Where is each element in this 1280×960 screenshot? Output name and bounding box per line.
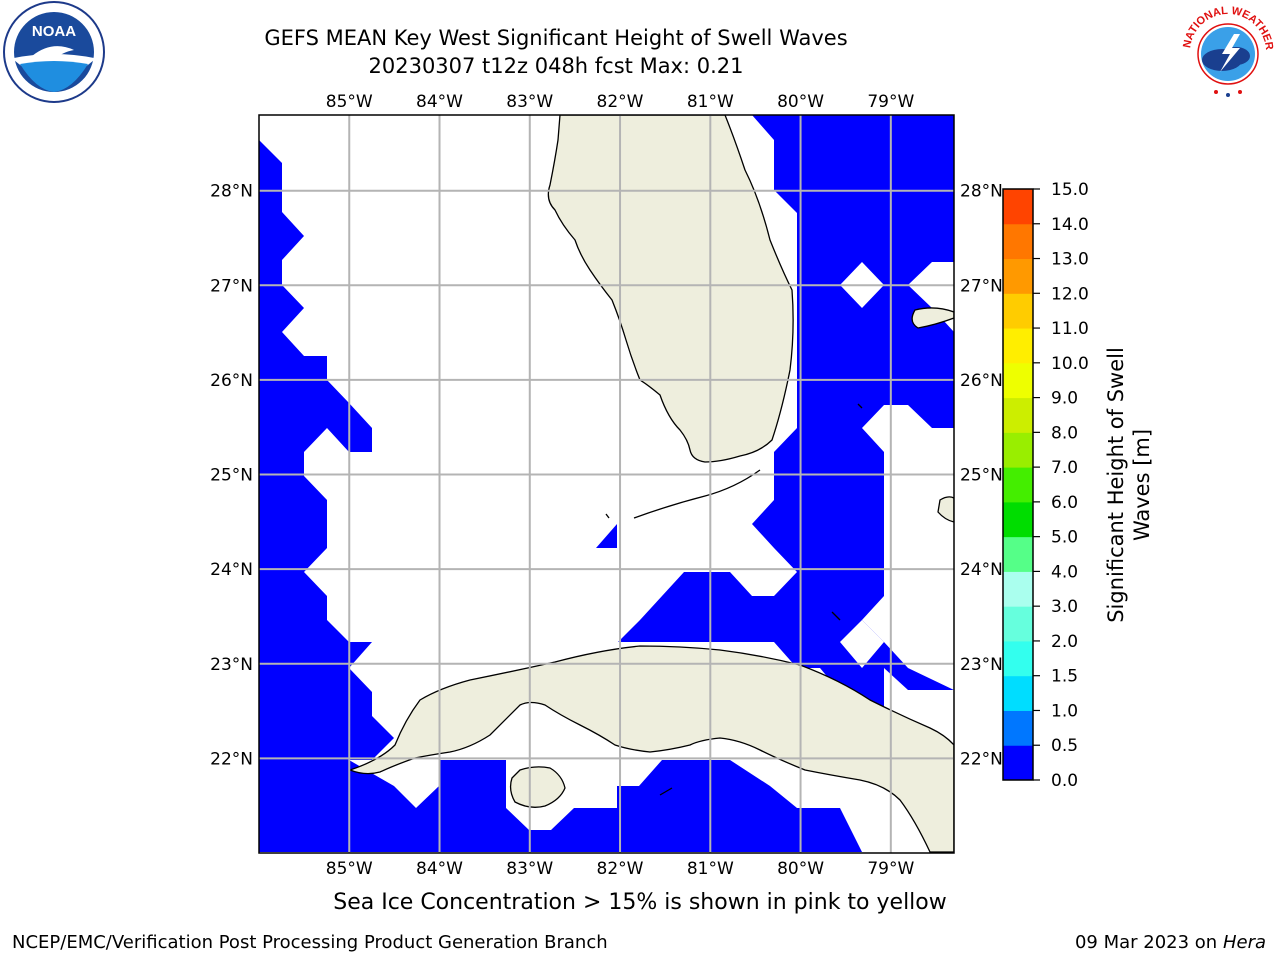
swell-region-east — [618, 115, 954, 716]
colorbar-swatch — [1003, 675, 1033, 711]
lat-label-left: 22°N — [210, 749, 253, 769]
colorbar: 0.0 0.5 1.0 1.5 2.0 3.0 4.0 5.0 6.0 7.0 8.0 9.0 10.0… — [1002, 180, 1089, 791]
lat-label-right: 25°N — [960, 466, 1003, 486]
colorbar-tick-label: 4.0 — [1051, 562, 1078, 582]
lat-label-left: 25°N — [210, 466, 253, 486]
footer-host: Hera — [1222, 932, 1266, 953]
lat-label-right: 22°N — [960, 749, 1003, 769]
colorbar-swatch — [1003, 189, 1033, 225]
colorbar-swatch — [1003, 258, 1033, 294]
colorbar-tick-label: 14.0 — [1051, 215, 1089, 235]
florida-landmass — [547, 115, 794, 463]
chart-title: GEFS MEAN Key West Significant Height of… — [264, 26, 848, 50]
colorbar-tick-label: 2.0 — [1051, 632, 1078, 652]
footer-date: 09 Mar 2023 on Hera — [1075, 932, 1266, 953]
swell-region-keys — [596, 524, 617, 548]
colorbar-swatch — [1003, 640, 1033, 677]
colorbar-swatch — [1003, 501, 1033, 538]
lon-label-bottom: 82°W — [597, 859, 644, 879]
colorbar-swatch — [1003, 293, 1033, 329]
lat-label-right: 23°N — [960, 655, 1003, 675]
colorbar-swatch — [1003, 745, 1033, 781]
colorbar-label-line2: Waves [m] — [1130, 429, 1154, 541]
colorbar-label-line1: Significant Height of Swell — [1104, 347, 1128, 623]
sea-ice-note: Sea Ice Concentration > 15% is shown in … — [333, 890, 947, 915]
land — [348, 115, 954, 853]
lat-label-left: 24°N — [210, 560, 253, 580]
colorbar-swatch — [1003, 571, 1033, 607]
lat-label-left: 27°N — [210, 276, 253, 296]
colorbar-swatch — [1003, 397, 1033, 433]
lon-label-top: 80°W — [777, 92, 824, 112]
chart-subtitle: 20230307 t12z 048h fcst Max: 0.21 — [368, 54, 744, 78]
colorbar-tick-label: 10.0 — [1051, 354, 1089, 374]
map-layers — [259, 115, 954, 853]
bahamas-grand — [911, 307, 954, 329]
colorbar-tick-label: 15.0 — [1051, 180, 1089, 200]
lon-label-bottom: 81°W — [687, 859, 734, 879]
lon-label-bottom: 85°W — [326, 859, 373, 879]
lat-label-right: 28°N — [960, 182, 1003, 202]
swell-field — [259, 115, 954, 852]
colorbar-tick-label: 7.0 — [1051, 458, 1078, 478]
colorbar-swatch — [1003, 362, 1033, 399]
colorbar-tick-label: 3.0 — [1051, 597, 1078, 617]
colorbar-tick-label: 0.5 — [1051, 736, 1078, 756]
colorbar-swatch — [1003, 432, 1033, 468]
colorbar-tick-label: 6.0 — [1051, 493, 1078, 513]
isla-de-la-juventud — [509, 766, 566, 808]
footer-date-text: 09 Mar 2023 on — [1074, 932, 1218, 953]
svg-text:NOAA: NOAA — [32, 23, 76, 40]
lon-label-top: 85°W — [326, 92, 373, 112]
lon-label-bottom: 83°W — [506, 859, 553, 879]
nws-logo-icon: NATIONAL WEATHER SERVICE — [1176, 0, 1278, 102]
colorbar-tick-label: 8.0 — [1051, 423, 1078, 443]
graticule — [259, 115, 954, 853]
colorbar-frame — [1002, 188, 1034, 781]
footer-credit: NCEP/EMC/Verification Post Processing Pr… — [12, 932, 608, 953]
colorbar-tick-label: 1.0 — [1051, 701, 1078, 721]
bahamas-andros — [937, 496, 954, 523]
colorbar-swatch — [1003, 223, 1033, 260]
colorbar-label: Significant Height of Swell Waves [m] — [1104, 347, 1154, 623]
lon-label-bottom: 80°W — [777, 859, 824, 879]
colorbar-tick-label: 0.0 — [1051, 771, 1078, 791]
lat-label-left: 28°N — [210, 182, 253, 202]
colorbar-tick-label: 5.0 — [1051, 528, 1078, 548]
lon-label-top: 79°W — [867, 92, 914, 112]
map-frame — [258, 114, 955, 854]
colorbar-swatch — [1003, 536, 1033, 572]
colorbar-tick-label: 12.0 — [1051, 284, 1089, 304]
lon-label-bottom: 84°W — [416, 859, 463, 879]
keys-lines — [605, 403, 863, 796]
lat-label-right: 27°N — [960, 276, 1003, 296]
lon-label-top: 82°W — [597, 92, 644, 112]
lat-label-right: 24°N — [960, 560, 1003, 580]
colorbar-tick-label: 1.5 — [1051, 667, 1078, 687]
lon-label-top: 84°W — [416, 92, 463, 112]
lon-label-top: 81°W — [687, 92, 734, 112]
noaa-logo-icon: NOAA — [3, 1, 105, 103]
lat-label-left: 23°N — [210, 655, 253, 675]
lon-label-top: 83°W — [506, 92, 553, 112]
lat-label-left: 26°N — [210, 371, 253, 391]
lon-label-bottom: 79°W — [867, 859, 914, 879]
cuba-landmass — [348, 645, 954, 853]
colorbar-tick-label: 9.0 — [1051, 389, 1078, 409]
colorbar-tick-label: 11.0 — [1051, 319, 1089, 339]
swell-region-west — [259, 140, 862, 852]
lat-label-right: 26°N — [960, 371, 1003, 391]
colorbar-swatch — [1003, 467, 1033, 503]
colorbar-tick-label: 13.0 — [1051, 250, 1089, 270]
colorbar-swatch — [1003, 328, 1033, 364]
colorbar-swatch — [1003, 710, 1033, 746]
colorbar-swatch — [1003, 606, 1033, 642]
